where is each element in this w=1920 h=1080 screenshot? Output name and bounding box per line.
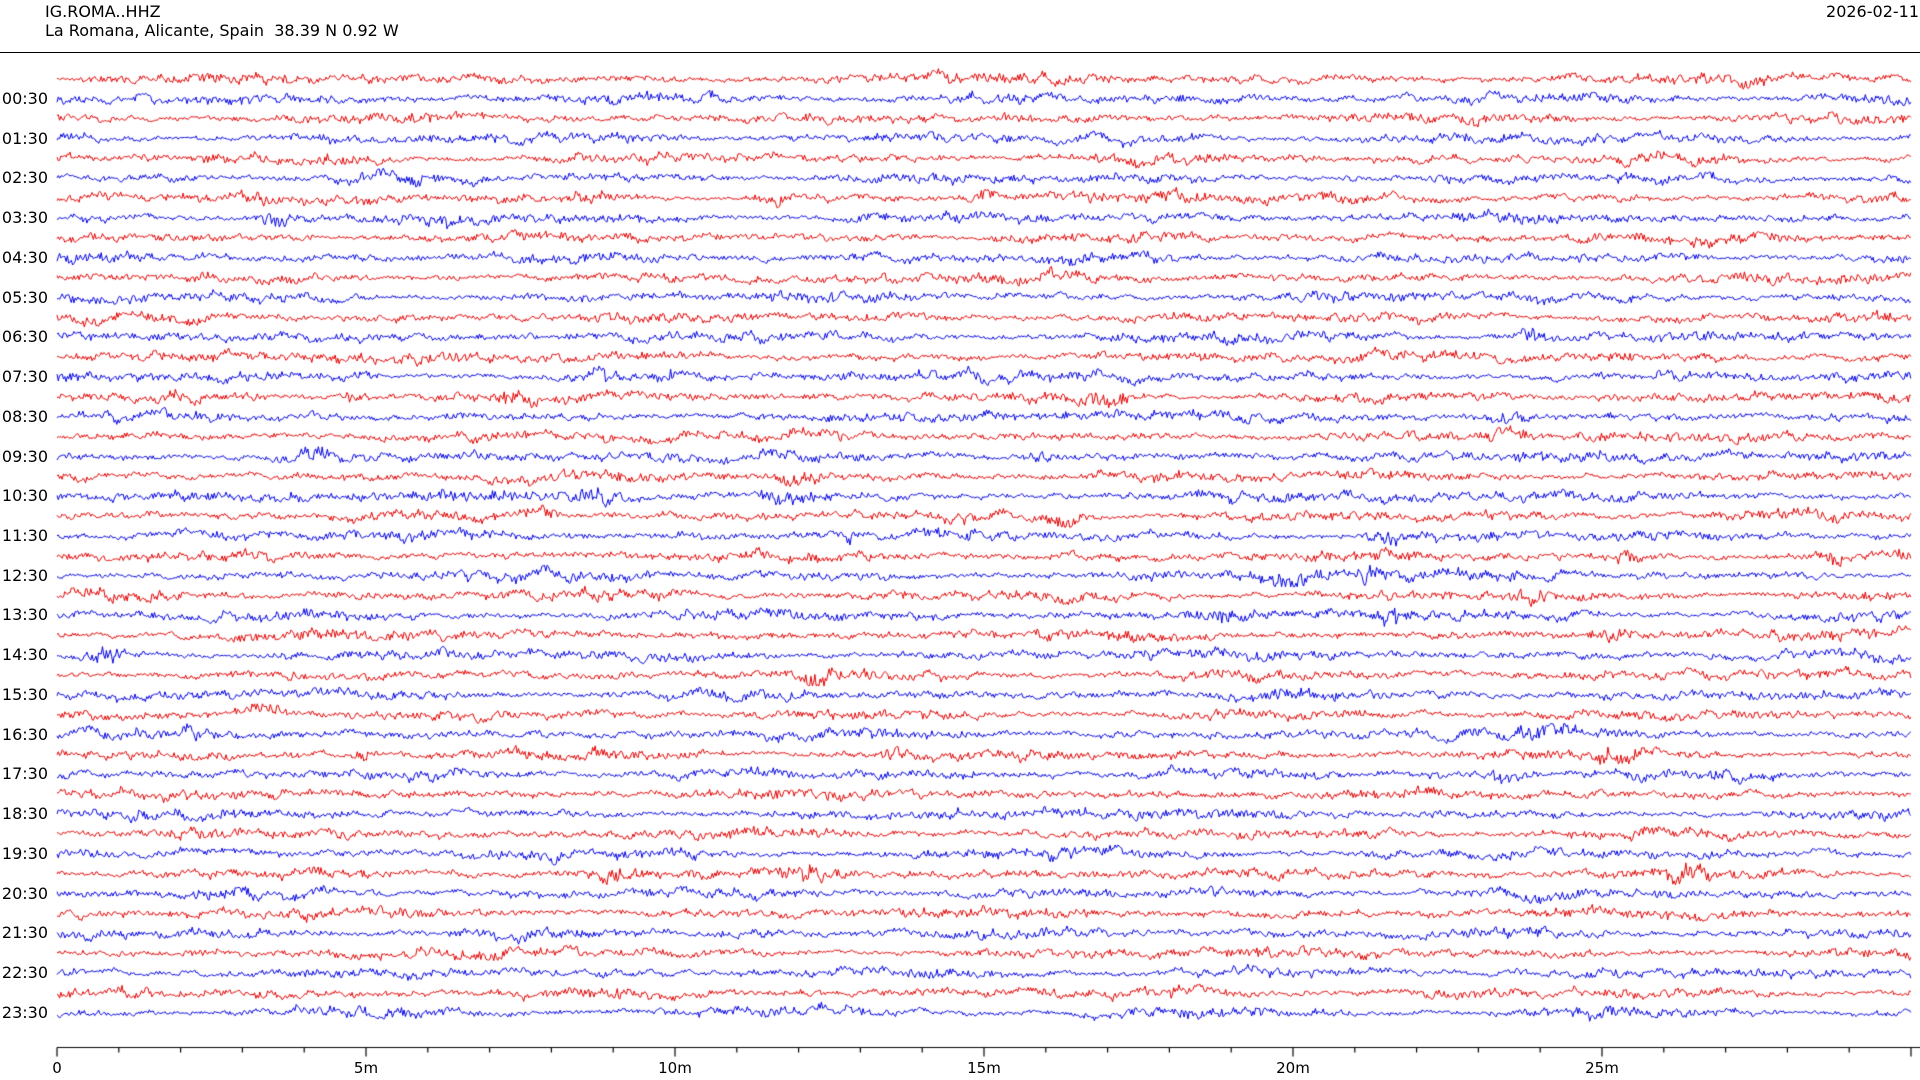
row-time-label: 20:30 — [1, 883, 48, 903]
x-axis-tick-label: 0 — [52, 1059, 62, 1077]
row-time-label: 22:30 — [1, 963, 48, 983]
row-time-label: 05:30 — [1, 287, 48, 307]
row-time-label: 18:30 — [1, 804, 48, 824]
row-time-label: 03:30 — [1, 208, 48, 228]
x-axis-tick-label: 20m — [1276, 1059, 1310, 1077]
x-axis-tick-label: 15m — [967, 1059, 1001, 1077]
row-time-label: 10:30 — [1, 486, 48, 506]
row-time-label: 16:30 — [1, 724, 48, 744]
row-time-label: 04:30 — [1, 247, 48, 267]
row-time-label: 12:30 — [1, 565, 48, 585]
x-axis-tick-label: 10m — [658, 1059, 692, 1077]
x-axis-tick-label: 25m — [1585, 1059, 1619, 1077]
row-time-label: 15:30 — [1, 684, 48, 704]
row-time-label: 06:30 — [1, 327, 48, 347]
row-time-label: 01:30 — [1, 128, 48, 148]
row-time-label: 02:30 — [1, 168, 48, 188]
row-time-label: 08:30 — [1, 406, 48, 426]
row-time-label: 13:30 — [1, 605, 48, 625]
row-time-label: 07:30 — [1, 367, 48, 387]
row-time-label: 17:30 — [1, 764, 48, 784]
x-axis-tick-label: 5m — [353, 1059, 379, 1077]
row-time-label: 11:30 — [1, 526, 48, 545]
row-time-label: 09:30 — [1, 446, 48, 466]
row-time-label: 14:30 — [1, 645, 48, 665]
row-time-label: 23:30 — [1, 1002, 48, 1022]
row-time-label: 00:30 — [1, 88, 48, 108]
row-time-label: 19:30 — [1, 843, 48, 863]
row-time-label: 21:30 — [1, 923, 48, 943]
